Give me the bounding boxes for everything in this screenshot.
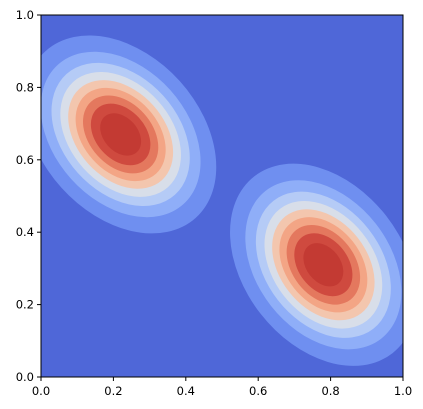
x-tick-label: 0.6 xyxy=(249,384,267,398)
y-tick-label: 0.2 xyxy=(16,298,34,312)
y-tick-label: 0.8 xyxy=(16,80,34,94)
x-tick-label: 0.0 xyxy=(32,384,50,398)
x-tick-label: 0.8 xyxy=(321,384,339,398)
y-tick-label: 1.0 xyxy=(16,8,34,22)
y-tick-label: 0.0 xyxy=(16,370,34,384)
x-tick-label: 1.0 xyxy=(394,384,412,398)
y-tick-label: 0.6 xyxy=(16,153,34,167)
plot-frame xyxy=(40,14,404,378)
contour-level-1-9 xyxy=(100,113,142,156)
x-axis: 0.0 0.2 0.4 0.6 0.8 1.0 xyxy=(32,377,412,398)
x-tick-label: 0.4 xyxy=(177,384,195,398)
x-tick-label: 0.2 xyxy=(104,384,122,398)
y-axis: 0.0 0.2 0.4 0.6 0.8 1.0 xyxy=(16,8,41,384)
contour-level-2-9 xyxy=(303,243,344,287)
y-tick-label: 0.4 xyxy=(16,225,34,239)
